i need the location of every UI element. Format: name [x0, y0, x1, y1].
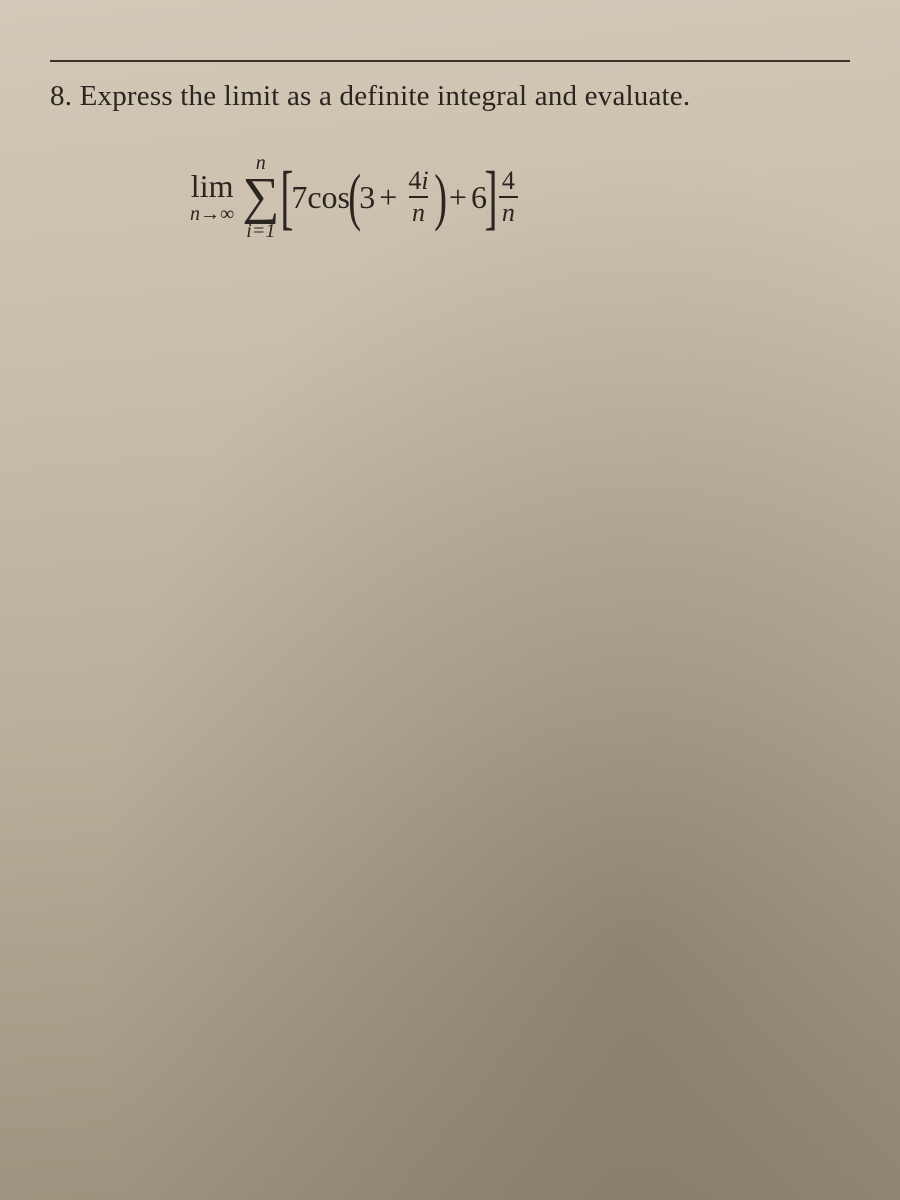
math-expression: lim n→∞ n ∑ i=1 [ 7 cos ( 3 + 4i n ) + 6…	[190, 153, 850, 241]
sum-lower: i=1	[246, 221, 275, 241]
problem-number: 8.	[50, 80, 72, 112]
lim-label: lim	[191, 170, 234, 202]
frac1-num-var: i	[421, 166, 428, 195]
plus-2: +	[449, 179, 467, 216]
lim-infty: ∞	[220, 203, 234, 225]
horizontal-rule	[50, 60, 850, 62]
right-bracket: ]	[484, 172, 497, 222]
frac2-num: 4	[499, 168, 518, 196]
lim-var: n	[190, 203, 200, 225]
limit-operator: lim n→∞	[190, 170, 234, 224]
inner-3: 3	[359, 179, 375, 216]
right-paren: )	[434, 175, 447, 220]
frac1-num-coef: 4	[408, 166, 421, 195]
lim-subscript: n→∞	[190, 204, 234, 224]
cos-func: cos	[307, 179, 350, 216]
fraction-4i-n: 4i n	[405, 168, 431, 226]
left-paren: (	[348, 175, 361, 220]
fraction-4-n: 4 n	[499, 168, 518, 226]
lim-arrow: →	[200, 203, 220, 225]
summation-operator: n ∑ i=1	[242, 153, 279, 241]
left-bracket: [	[281, 172, 294, 222]
frac2-den: n	[499, 196, 518, 226]
frac1-den: n	[409, 196, 428, 226]
problem-text: Express the limit as a definite integral…	[80, 80, 691, 112]
plus-1: +	[379, 179, 397, 216]
coef-7: 7	[291, 179, 307, 216]
sigma-symbol: ∑	[242, 175, 279, 219]
page-content: 8. Express the limit as a definite integ…	[0, 0, 900, 301]
frac1-num: 4i	[405, 168, 431, 196]
problem-statement: 8. Express the limit as a definite integ…	[50, 80, 850, 113]
